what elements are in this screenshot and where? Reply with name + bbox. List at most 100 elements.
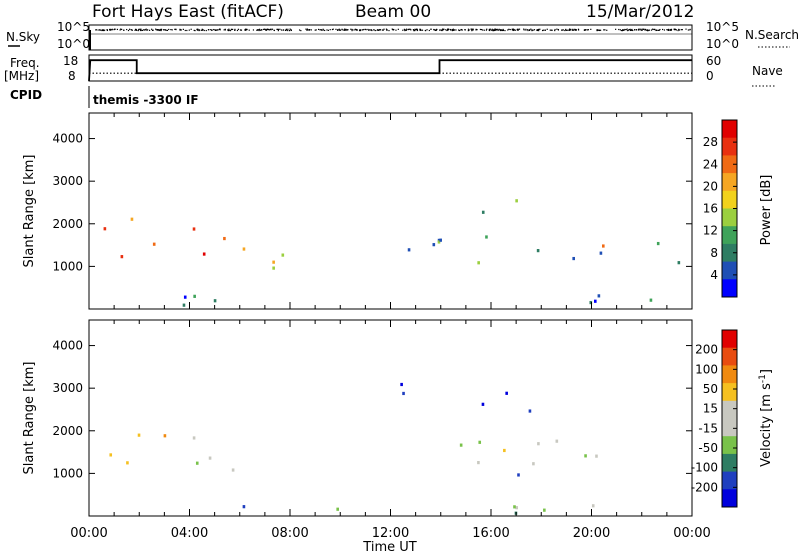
nsky-point: [558, 29, 559, 30]
range-cell: [477, 261, 480, 264]
colorbar-tick-label: 50: [703, 382, 718, 396]
nsky-point: [240, 29, 241, 30]
nsky-point: [183, 29, 184, 30]
nsky-point: [279, 29, 280, 30]
nsky-point: [330, 29, 331, 30]
nsky-point: [99, 29, 100, 30]
x-axis-title: Time UT: [362, 540, 416, 554]
y-tick-label: 3000: [52, 381, 83, 395]
range-cell: [138, 434, 141, 437]
nsky-point: [289, 30, 290, 31]
y-tick-label: 4000: [52, 339, 83, 353]
range-cell: [532, 462, 535, 465]
nsky-point: [211, 30, 212, 31]
nsky-point: [489, 29, 490, 30]
nsky-point: [515, 30, 516, 31]
nsky-point: [352, 29, 353, 30]
nsky-point: [539, 29, 540, 30]
nsky-point: [440, 29, 441, 30]
nsky-point: [492, 29, 493, 30]
nsky-point: [500, 30, 501, 31]
colorbar-tick-label: 15: [703, 402, 718, 416]
nsky-point: [525, 29, 526, 30]
nsky-point: [286, 29, 287, 30]
range-cell: [478, 441, 481, 444]
nsky-point: [216, 29, 217, 30]
colorbar-segment: [722, 191, 737, 209]
nsky-point: [347, 29, 348, 30]
x-axis-labels: 00:00 04:00 08:00 12:00 16:00 20:00 00:00: [70, 526, 710, 541]
nsky-point: [565, 29, 566, 30]
nsky-point: [402, 30, 403, 31]
nsky-point: [224, 29, 225, 30]
nsky-point: [664, 29, 665, 30]
range-cell: [183, 304, 186, 307]
nsky-point: [368, 30, 369, 31]
nsky-point: [543, 30, 544, 31]
nsky-point: [465, 29, 466, 30]
nsky-point: [496, 29, 497, 30]
colorbar-tick-label: 8: [710, 246, 718, 260]
range-cell: [650, 299, 653, 302]
nsky-point: [584, 29, 585, 30]
nsky-point: [151, 29, 152, 30]
range-cell: [503, 449, 506, 452]
colorbar-segment: [722, 401, 737, 419]
y-tick-label: 2000: [52, 217, 83, 231]
x-tick-label: 20:00: [573, 526, 610, 541]
nsky-point: [261, 29, 262, 30]
nsky-point: [332, 29, 333, 30]
nave-label: Nave: [752, 64, 783, 78]
nsky-point: [365, 29, 366, 30]
colorbar-segment: [722, 209, 737, 227]
nsky-point: [624, 29, 625, 30]
nsky-point: [341, 29, 342, 30]
nsky-point: [641, 29, 642, 30]
colorbar-tick-label: 200: [695, 343, 718, 357]
nsky-point: [202, 30, 203, 31]
nsky-point: [405, 29, 406, 30]
nsky-point: [419, 30, 420, 31]
range-cell: [517, 473, 520, 476]
y-tick-label: 1000: [52, 259, 83, 273]
nsky-point: [682, 29, 683, 30]
nsky-point: [238, 29, 239, 30]
nsky-point: [140, 29, 141, 30]
nsky-point: [681, 29, 682, 30]
nsky-point: [429, 30, 430, 31]
nsky-point: [690, 29, 691, 30]
nsky-point: [219, 29, 220, 30]
nsky-point: [677, 30, 678, 31]
range-cell: [193, 227, 196, 230]
nsky-point: [326, 29, 327, 30]
power-ylabel: Slant Range [km]: [22, 155, 37, 268]
nsky-point: [504, 30, 505, 31]
power-colorbar: 282420161284: [703, 120, 737, 298]
range-cell: [272, 261, 275, 264]
nsky-point: [545, 30, 546, 31]
nsky-point: [217, 29, 218, 30]
nsky-point: [662, 29, 663, 30]
nsky-point: [406, 29, 407, 30]
y-tick-label: 1000: [52, 466, 83, 480]
range-cell: [515, 199, 518, 202]
nsky-point: [628, 30, 629, 31]
nsky-point: [574, 29, 575, 30]
nsky-point: [533, 30, 534, 31]
freq-frame: [89, 55, 692, 81]
colorbar-segment: [722, 120, 737, 138]
nsky-point: [651, 30, 652, 31]
nsky-point: [287, 30, 288, 31]
range-cell: [529, 409, 532, 412]
nsky-point: [375, 30, 376, 31]
nsky-point: [131, 29, 132, 30]
colorbar-segment: [722, 489, 737, 507]
nsky-point: [606, 30, 607, 31]
nsky-point: [658, 30, 659, 31]
nsky-point: [460, 29, 461, 30]
nsky-tick-top: 10^5: [57, 20, 90, 34]
nsky-point: [101, 30, 102, 31]
nsky-point: [144, 29, 145, 30]
range-cell: [209, 456, 212, 459]
nsky-point: [234, 30, 235, 31]
